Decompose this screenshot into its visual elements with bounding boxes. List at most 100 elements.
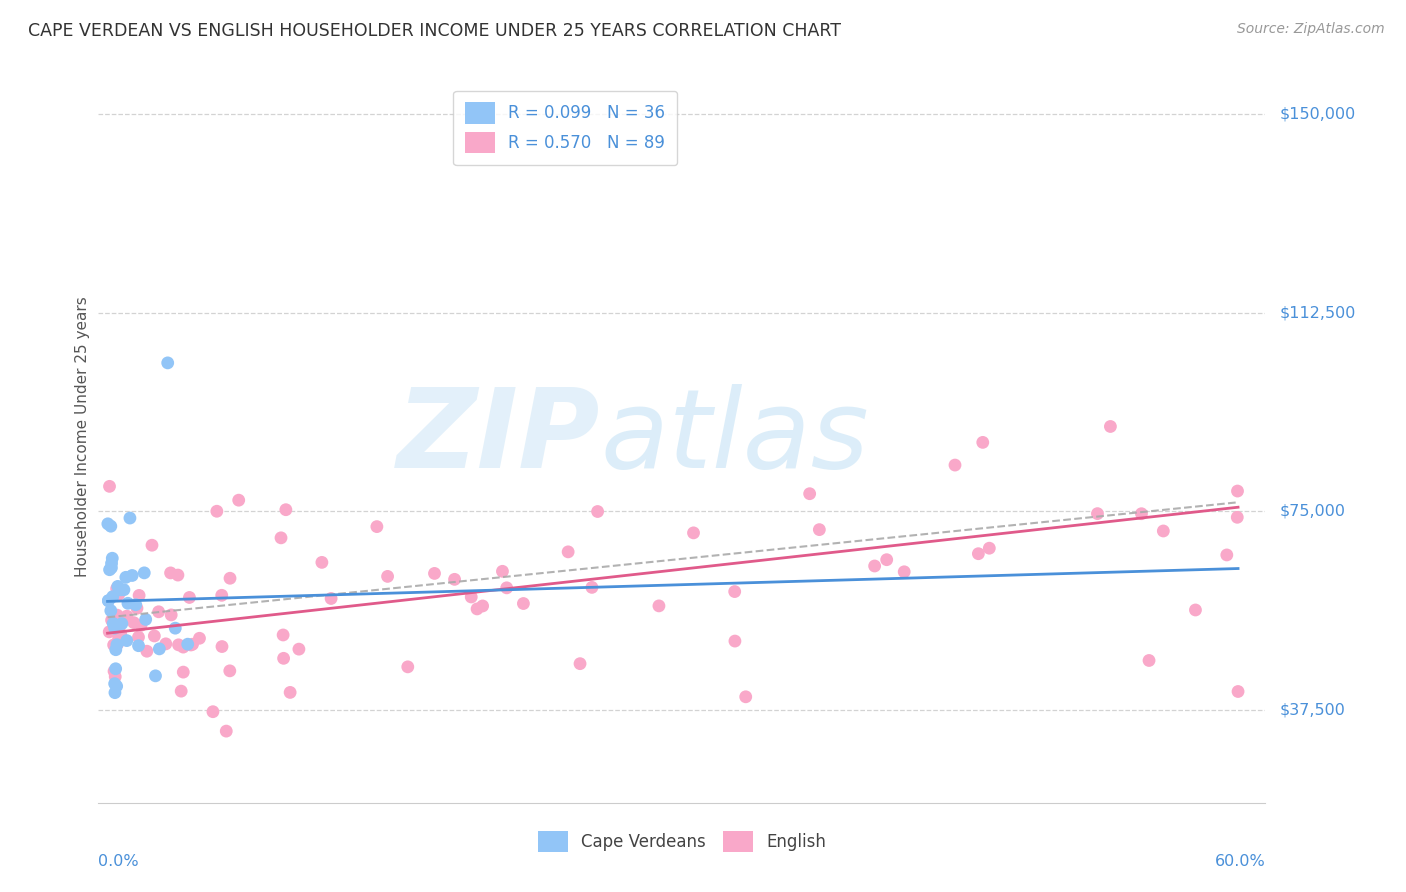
Point: [97, 516, 120, 531]
Point: [107, 588, 129, 602]
Point: [288, 642, 311, 657]
Text: $75,000: $75,000: [1279, 504, 1346, 519]
Point: [105, 679, 128, 693]
Text: 0.0%: 0.0%: [98, 854, 139, 869]
Point: [211, 640, 233, 654]
Legend: Cape Verdeans, English: Cape Verdeans, English: [530, 822, 834, 860]
Point: [799, 486, 821, 500]
Point: [148, 641, 170, 656]
Point: [211, 588, 233, 602]
Point: [115, 633, 138, 648]
Point: [107, 637, 129, 651]
Point: [145, 669, 167, 683]
Point: [1184, 603, 1206, 617]
Point: [107, 579, 129, 593]
Point: [682, 525, 704, 540]
Point: [104, 670, 127, 684]
Point: [100, 613, 122, 627]
Point: [1087, 507, 1109, 521]
Point: [893, 565, 915, 579]
Point: [274, 502, 297, 516]
Point: [396, 660, 419, 674]
Y-axis label: Householder Income Under 25 years: Householder Income Under 25 years: [75, 297, 90, 577]
Text: $37,500: $37,500: [1279, 703, 1346, 717]
Point: [273, 651, 295, 665]
Point: [143, 629, 166, 643]
Point: [1152, 524, 1174, 538]
Point: [159, 566, 181, 580]
Point: [808, 523, 831, 537]
Point: [121, 568, 143, 582]
Point: [443, 572, 465, 586]
Point: [201, 705, 224, 719]
Point: [460, 590, 482, 604]
Point: [110, 582, 132, 597]
Point: [495, 581, 517, 595]
Point: [172, 640, 194, 654]
Point: [134, 566, 156, 580]
Text: CAPE VERDEAN VS ENGLISH HOUSEHOLDER INCOME UNDER 25 YEARS CORRELATION CHART: CAPE VERDEAN VS ENGLISH HOUSEHOLDER INCO…: [28, 22, 841, 40]
Point: [491, 564, 513, 578]
Point: [100, 561, 122, 575]
Point: [98, 479, 121, 493]
Point: [97, 593, 120, 607]
Point: [943, 458, 966, 472]
Point: [103, 638, 125, 652]
Point: [319, 591, 342, 606]
Point: [1216, 548, 1239, 562]
Point: [100, 557, 122, 571]
Text: $150,000: $150,000: [1279, 106, 1355, 121]
Point: [101, 590, 124, 604]
Point: [125, 598, 148, 612]
Point: [97, 593, 120, 607]
Point: [107, 632, 129, 646]
Point: [270, 531, 292, 545]
Point: [1226, 484, 1249, 499]
Point: [115, 609, 138, 624]
Point: [118, 511, 141, 525]
Point: [177, 637, 200, 651]
Point: [979, 541, 1001, 556]
Point: [188, 632, 211, 646]
Point: [172, 665, 194, 679]
Point: [104, 676, 127, 690]
Point: [160, 607, 183, 622]
Point: [105, 582, 128, 596]
Point: [98, 624, 121, 639]
Text: atlas: atlas: [600, 384, 869, 491]
Text: Source: ZipAtlas.com: Source: ZipAtlas.com: [1237, 22, 1385, 37]
Point: [125, 601, 148, 615]
Point: [181, 637, 204, 651]
Point: [581, 580, 603, 594]
Point: [586, 504, 609, 518]
Point: [218, 664, 240, 678]
Point: [724, 634, 747, 648]
Point: [128, 630, 150, 644]
Point: [148, 605, 170, 619]
Point: [366, 519, 388, 533]
Point: [215, 724, 238, 739]
Point: [167, 638, 190, 652]
Point: [110, 627, 132, 641]
Point: [569, 657, 592, 671]
Point: [278, 685, 301, 699]
Point: [512, 597, 534, 611]
Point: [104, 686, 127, 700]
Point: [311, 555, 333, 569]
Point: [115, 570, 138, 584]
Point: [724, 584, 747, 599]
Point: [100, 519, 122, 533]
Point: [377, 569, 399, 583]
Point: [105, 638, 128, 652]
Point: [111, 616, 134, 631]
Point: [128, 588, 150, 602]
Point: [1130, 507, 1153, 521]
Point: [180, 638, 202, 652]
Point: [104, 621, 127, 635]
Point: [219, 571, 242, 585]
Text: $112,500: $112,500: [1279, 305, 1355, 320]
Point: [104, 662, 127, 676]
Point: [103, 664, 125, 678]
Point: [165, 621, 187, 635]
Point: [105, 608, 128, 623]
